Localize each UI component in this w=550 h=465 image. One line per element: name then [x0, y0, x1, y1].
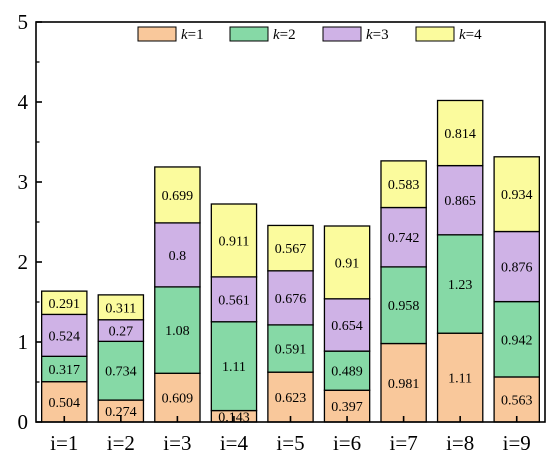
bar-segment-4-k4 — [210, 203, 258, 278]
bar-segment-5-k4 — [267, 224, 314, 272]
data-label-8-k2: 1.23 — [448, 278, 473, 293]
legend-label-k4: k=4 — [459, 27, 482, 43]
data-label-3-k2: 1.08 — [165, 324, 190, 339]
data-label-8-k1: 1.11 — [448, 372, 472, 387]
data-label-6-k4: 0.91 — [335, 256, 360, 271]
data-label-5-k1: 0.623 — [275, 391, 307, 406]
x-tick-label-7: i=7 — [390, 431, 418, 455]
bar-segment-8-k4 — [436, 99, 484, 167]
bar-segment-9-k3 — [493, 230, 540, 303]
bar-segment-9-k1 — [493, 376, 540, 423]
legend-label-k1: k=1 — [181, 27, 204, 43]
data-label-9-k1: 0.563 — [501, 393, 533, 408]
data-label-1-k3: 0.524 — [49, 329, 81, 344]
data-label-3-k4: 0.699 — [162, 189, 194, 204]
data-label-9-k4: 0.934 — [501, 188, 533, 203]
legend-swatch-k3 — [322, 26, 362, 42]
bar-segment-8-k1 — [436, 332, 484, 423]
y-tick-label-5: 5 — [18, 10, 29, 34]
data-label-6-k3: 0.654 — [331, 319, 363, 334]
legend-label-k3: k=3 — [366, 27, 389, 43]
bar-segment-1-k1 — [41, 381, 88, 423]
data-label-2-k4: 0.311 — [105, 301, 136, 316]
data-label-1-k2: 0.317 — [49, 363, 81, 378]
y-tick-label-3: 3 — [18, 170, 29, 194]
data-label-7-k3: 0.742 — [388, 231, 420, 246]
data-label-5-k4: 0.567 — [275, 242, 307, 257]
data-label-1-k1: 0.504 — [49, 396, 81, 411]
bar-segment-5-k2 — [267, 324, 314, 373]
bar-segment-1-k4 — [41, 290, 88, 316]
data-label-3-k1: 0.609 — [162, 392, 194, 407]
x-tick-label-5: i=5 — [276, 431, 304, 455]
bar-segment-1-k2 — [41, 355, 88, 383]
legend-label-k2: k=2 — [273, 27, 296, 43]
bar-segment-3-k4 — [154, 166, 201, 224]
data-label-6-k2: 0.489 — [331, 365, 363, 380]
bar-segment-4-k3 — [210, 276, 258, 323]
bar-segment-7-k4 — [380, 160, 427, 209]
axes-layer: 0 1 2 3 4 5 i=1 i=2 i=3 i=4 i=5 i=6 i=7 i=8 i=9 — [18, 10, 546, 455]
data-label-8-k3: 0.865 — [444, 194, 476, 209]
x-tick-label-2: i=2 — [107, 431, 135, 455]
bar-segment-8-k2 — [436, 234, 484, 334]
bar-segment-3-k3 — [154, 222, 201, 288]
x-tick-label-3: i=3 — [163, 431, 191, 455]
legend-swatch-k1 — [137, 26, 177, 42]
bar-segment-7-k1 — [380, 342, 427, 423]
data-label-2-k3: 0.27 — [109, 325, 134, 340]
data-label-1-k4: 0.291 — [49, 297, 81, 312]
data-label-4-k4: 0.911 — [218, 234, 249, 249]
bar-segment-6-k3 — [323, 298, 371, 352]
data-label-7-k1: 0.981 — [388, 377, 420, 392]
x-tick-label-9: i=9 — [503, 431, 531, 455]
data-label-4-k2: 1.11 — [222, 360, 246, 375]
bars-layer — [41, 99, 540, 423]
data-label-5-k3: 0.676 — [275, 292, 307, 307]
y-tick-label-2: 2 — [18, 250, 29, 274]
bar-segment-7-k2 — [380, 266, 427, 345]
data-label-6-k1: 0.397 — [331, 400, 363, 415]
y-tick-label-4: 4 — [18, 90, 29, 114]
x-tick-label-4: i=4 — [220, 431, 249, 455]
legend-swatch-k2 — [229, 26, 269, 42]
bar-segment-2-k4 — [97, 294, 145, 321]
data-label-2-k2: 0.734 — [105, 365, 137, 380]
x-tick-label-1: i=1 — [50, 431, 78, 455]
data-label-7-k2: 0.958 — [388, 299, 420, 314]
data-label-5-k2: 0.591 — [275, 343, 307, 358]
legend: k=1 k=2 k=3 k=4 — [137, 26, 482, 43]
y-tick-label-0: 0 — [18, 410, 29, 434]
bar-segment-9-k2 — [493, 300, 540, 378]
bar-segment-6-k4 — [323, 225, 371, 300]
data-label-4-k3: 0.561 — [218, 293, 250, 308]
data-label-9-k2: 0.942 — [501, 333, 533, 348]
data-label-9-k3: 0.876 — [501, 261, 533, 276]
data-label-3-k3: 0.8 — [169, 249, 187, 264]
bar-segment-6-k2 — [323, 350, 371, 391]
y-tick-label-1: 1 — [18, 330, 29, 354]
bar-segment-5-k1 — [267, 371, 314, 423]
bar-segment-5-k3 — [267, 270, 314, 326]
data-label-2-k1: 0.274 — [105, 405, 137, 420]
bar-segment-7-k3 — [380, 206, 427, 268]
x-tick-label-8: i=8 — [446, 431, 474, 455]
bar-segment-8-k3 — [436, 164, 484, 236]
bar-segment-9-k4 — [493, 156, 540, 233]
bar-segment-4-k2 — [210, 321, 258, 412]
legend-swatch-k4 — [415, 26, 455, 42]
data-label-7-k4: 0.583 — [388, 178, 420, 193]
x-tick-label-6: i=6 — [333, 431, 361, 455]
data-label-8-k4: 0.814 — [444, 127, 476, 142]
